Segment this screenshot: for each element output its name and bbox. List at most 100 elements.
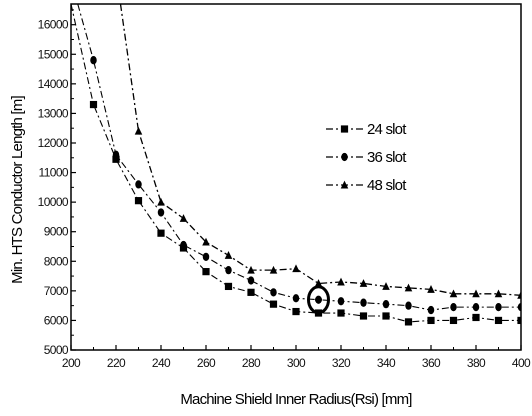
series-line — [119, 4, 521, 296]
data-point — [450, 302, 457, 312]
x-tick-label: 340 — [377, 356, 396, 370]
data-point — [112, 150, 120, 159]
y-tick-label: 12000 — [38, 136, 69, 150]
data-point — [337, 277, 345, 286]
y-axis-label: Min. HTS Conductor Length [m] — [9, 96, 26, 284]
data-point — [382, 282, 390, 290]
y-tick-label: 13000 — [38, 106, 69, 120]
x-axis-ticks: 200 220 240 260 280 300 320 340 360 380 400 — [62, 345, 532, 370]
x-tick-label: 220 — [107, 356, 126, 370]
x-tick-label: 400 — [512, 356, 531, 370]
data-point — [247, 265, 255, 274]
data-point — [134, 126, 143, 135]
data-point — [180, 240, 187, 250]
y-axis-ticks: 5000 6000 7000 8000 9000 10000 11000 12000 13000… — [38, 9, 76, 357]
x-tick-label: 260 — [197, 356, 216, 370]
data-point — [292, 264, 300, 273]
series-line — [71, 4, 521, 323]
legend-marker — [340, 125, 349, 133]
data-point — [427, 305, 435, 315]
legend-item: 36 slot — [326, 149, 408, 166]
x-tick-label: 240 — [152, 356, 171, 370]
data-point — [202, 237, 210, 246]
y-tick-label: 6000 — [44, 313, 69, 327]
highlight-ring — [307, 285, 330, 315]
data-point — [517, 302, 521, 312]
data-point — [337, 309, 345, 317]
data-point — [360, 298, 367, 307]
data-point — [202, 252, 210, 261]
data-point — [135, 180, 142, 189]
data-point — [494, 289, 503, 298]
series-line — [77, 4, 521, 311]
y-tick-label: 15000 — [38, 47, 69, 61]
y-tick-label: 10000 — [38, 195, 69, 209]
y-tick-label: 14000 — [38, 77, 69, 91]
series-triangle — [119, 4, 521, 299]
legend-label: 24 slot — [367, 121, 407, 138]
data-point — [382, 300, 390, 309]
y-tick-label: 9000 — [44, 225, 69, 239]
data-point — [157, 197, 165, 206]
legend-marker — [341, 152, 348, 162]
data-point — [224, 251, 233, 259]
data-point — [112, 155, 120, 163]
data-point — [449, 316, 458, 325]
legend-item: 24 slot — [326, 121, 408, 138]
data-point — [202, 268, 210, 276]
data-point — [427, 316, 435, 325]
data-point — [269, 265, 278, 274]
y-tick-label: 16000 — [38, 18, 69, 32]
data-point — [405, 301, 412, 310]
x-tick-label: 300 — [287, 356, 306, 370]
x-tick-label: 280 — [242, 356, 261, 370]
data-point — [359, 312, 368, 320]
data-point — [314, 279, 323, 287]
data-point — [157, 229, 165, 237]
series-circle — [77, 4, 521, 315]
y-tick-label: 5000 — [44, 343, 69, 357]
data-point — [382, 312, 390, 320]
data-point — [517, 316, 521, 325]
data-point — [179, 214, 188, 222]
y-tick-label: 7000 — [44, 284, 69, 298]
x-tick-label: 200 — [62, 356, 81, 370]
data-point — [337, 297, 345, 306]
legend-marker — [340, 180, 349, 189]
data-point — [292, 307, 300, 316]
data-point — [359, 279, 368, 287]
data-point — [224, 282, 233, 291]
legend-label: 36 slot — [367, 149, 407, 166]
data-point — [449, 289, 458, 298]
data-point — [225, 266, 232, 275]
data-point — [472, 302, 480, 312]
data-point — [472, 313, 480, 322]
data-point — [90, 56, 97, 65]
data-point — [472, 289, 480, 298]
data-point — [247, 288, 255, 296]
highlight-dot — [315, 296, 322, 304]
data-point — [427, 285, 435, 293]
data-point — [494, 316, 503, 325]
y-tick-label: 8000 — [44, 254, 69, 268]
highlight-layer — [307, 285, 330, 315]
x-axis-label: Machine Shield Inner Radius(Rsi) [mm] — [180, 391, 412, 408]
data-point — [495, 302, 502, 312]
data-point — [134, 197, 143, 205]
series-square — [71, 4, 521, 326]
data-point — [404, 318, 413, 326]
legend: 24 slot 36 slot 48 slot — [326, 121, 408, 194]
series-layer — [71, 4, 521, 326]
x-tick-label: 320 — [332, 356, 351, 370]
x-tick-label: 360 — [422, 356, 441, 370]
data-point — [269, 300, 278, 308]
legend-label: 48 slot — [367, 177, 407, 194]
legend-item: 48 slot — [326, 177, 408, 194]
data-point — [404, 283, 413, 292]
data-point — [292, 294, 300, 303]
data-point — [247, 276, 255, 285]
data-point — [517, 290, 521, 299]
y-tick-label: 11000 — [39, 166, 69, 180]
data-point — [270, 288, 277, 297]
